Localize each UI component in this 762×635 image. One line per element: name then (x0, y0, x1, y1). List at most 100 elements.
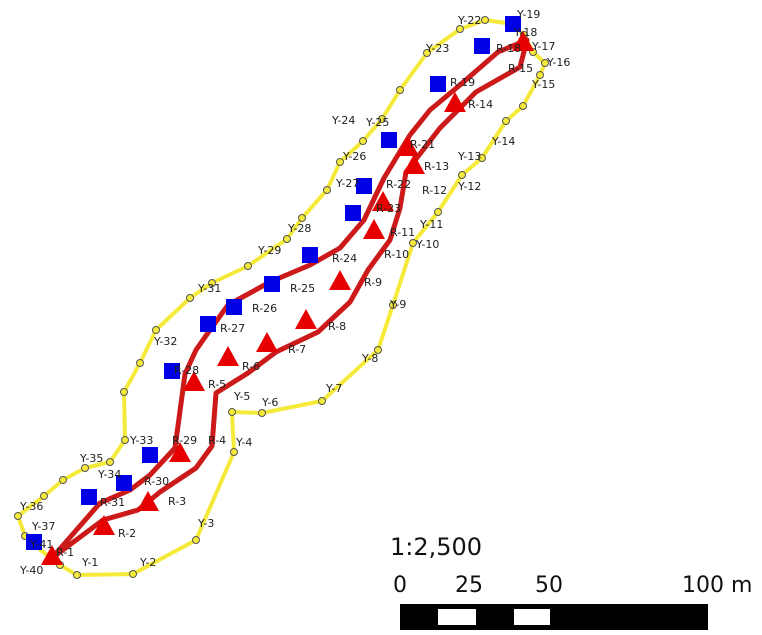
outer-point-label: Y-9 (389, 298, 406, 311)
boundary-vertex-point (136, 359, 144, 367)
inner-point-label: R-27 (220, 322, 245, 335)
outer-point-label: Y-23 (425, 42, 449, 55)
scale-tick-25: 25 (455, 573, 483, 598)
inner-point-label: R-13 (424, 160, 449, 173)
outer-point-label: Y-19 (516, 8, 540, 21)
outer-point-label: Y-2 (139, 556, 156, 569)
boundary-vertex-point (389, 301, 397, 309)
outer-point-label: Y-26 (342, 150, 366, 163)
inner-point-label: R-11 (390, 226, 415, 239)
red-triangle-icon (363, 219, 385, 239)
boundary-vertex-point (458, 171, 466, 179)
outer-point-label: Y-12 (457, 180, 481, 193)
inner-point-label: R-29 (172, 434, 197, 447)
outer-point-label: Y-34 (97, 468, 121, 481)
boundary-vertex-point (423, 49, 431, 57)
scale-tick-100m: 100 m (682, 573, 752, 598)
inner-label-layer: R-1 R-2 R-3 R-4 R-5 R-6 R-7 R-8 R-9 R-10 R-11 R-12 R… (56, 42, 533, 559)
outer-point-label: Y-25 (365, 116, 389, 129)
scale-tick-0: 0 (393, 573, 407, 598)
blue-square-icon (302, 247, 318, 263)
boundary-vertex-point (73, 571, 81, 579)
inner-point-label: R-5 (208, 378, 226, 391)
boundary-vertex-point (298, 214, 306, 222)
boundary-vertex-point (283, 235, 291, 243)
inner-point-label: R-24 (332, 252, 357, 265)
inner-point-label: R-3 (168, 495, 186, 508)
inner-point-label: R-28 (174, 364, 199, 377)
boundary-vertex-point (244, 262, 252, 270)
inner-point-label: R-23 (376, 202, 401, 215)
outer-point-label: Y-17 (531, 40, 555, 53)
boundary-vertex-point (434, 208, 442, 216)
outer-point-label: Y-7 (325, 382, 342, 395)
boundary-vertex-point (208, 279, 216, 287)
red-triangle-layer (41, 31, 534, 565)
outer-point-label: Y-32 (153, 335, 177, 348)
outer-point-label: Y-27 (335, 177, 359, 190)
blue-square-icon (345, 205, 361, 221)
scale-tick-50: 50 (535, 573, 563, 598)
inner-point-label: R-4 (208, 434, 226, 447)
scale-ratio: 1:2,500 (390, 533, 482, 561)
inner-point-label: R-26 (252, 302, 277, 315)
boundary-vertex-point (396, 86, 404, 94)
red-triangle-icon (397, 136, 419, 156)
outer-point-label: Y-1 (81, 556, 98, 569)
blue-square-icon (200, 316, 216, 332)
inner-point-label: R-25 (290, 282, 315, 295)
outer-point-label: Y-29 (257, 244, 281, 257)
inner-point-label: R-18 (496, 42, 521, 55)
red-triangle-icon (93, 515, 115, 535)
red-triangle-icon (444, 92, 466, 112)
boundary-vertex-point (318, 397, 326, 405)
inner-point-label: R-6 (242, 360, 260, 373)
outer-point-label: Y-37 (31, 520, 55, 533)
outer-point-label: Y-28 (287, 222, 311, 235)
boundary-vertex-point (186, 294, 194, 302)
boundary-vertex-point (409, 239, 417, 247)
boundary-vertex-point (81, 464, 89, 472)
scale-bar-white-1 (438, 609, 476, 625)
inner-point-label: R-8 (328, 320, 346, 333)
boundary-vertex-point (502, 117, 510, 125)
red-triangle-icon (169, 442, 191, 462)
blue-square-icon (142, 447, 158, 463)
inner-point-label: R-14 (468, 98, 493, 111)
inner-point-label: R-12 (422, 184, 447, 197)
outer-point-label: Y-16 (546, 56, 570, 69)
outer-boundary-line (16, 18, 547, 577)
boundary-vertex-point (152, 326, 160, 334)
boundary-vertex-point (481, 16, 489, 24)
blue-square-icon (474, 38, 490, 54)
inner-point-label: R-19 (450, 76, 475, 89)
blue-square-icon (505, 16, 521, 32)
inner-point-label: R-7 (288, 343, 306, 356)
outer-point-label: Y-36 (19, 500, 43, 513)
inner-point-label: R-2 (118, 527, 136, 540)
outer-label-layer: Y-1 Y-2 Y-3 Y-4 Y-5 Y-6 Y-7 Y-8 Y-9 Y-10 Y-11 Y-12 Y… (19, 8, 570, 577)
inner-point-label: R-1 (56, 546, 74, 559)
scale-bar-white-2 (514, 609, 550, 625)
outer-point-label: Y-6 (261, 396, 278, 409)
blue-square-icon (430, 76, 446, 92)
inner-point-label: R-21 (410, 138, 435, 151)
red-triangle-icon (512, 31, 534, 51)
boundary-vertex-point (359, 137, 367, 145)
outer-point-label: Y-8 (361, 352, 378, 365)
blue-marker-layer (26, 16, 521, 550)
red-triangle-icon (217, 346, 239, 366)
outer-point-label: Y-33 (129, 434, 153, 447)
outer-point-label: Y-41 (29, 538, 53, 551)
blue-square-icon (116, 475, 132, 491)
outer-point-label: Y-31 (197, 282, 221, 295)
blue-square-icon (381, 132, 397, 148)
boundary-vertex-point (519, 102, 527, 110)
scale-bar: 1:2,500 0 25 50 100 m (390, 533, 752, 630)
outer-point-label: Y-4 (235, 436, 252, 449)
red-triangle-icon (137, 491, 159, 511)
red-triangle-icon (329, 270, 351, 290)
boundary-vertex-point (258, 409, 266, 417)
boundary-vertex-point (59, 476, 67, 484)
